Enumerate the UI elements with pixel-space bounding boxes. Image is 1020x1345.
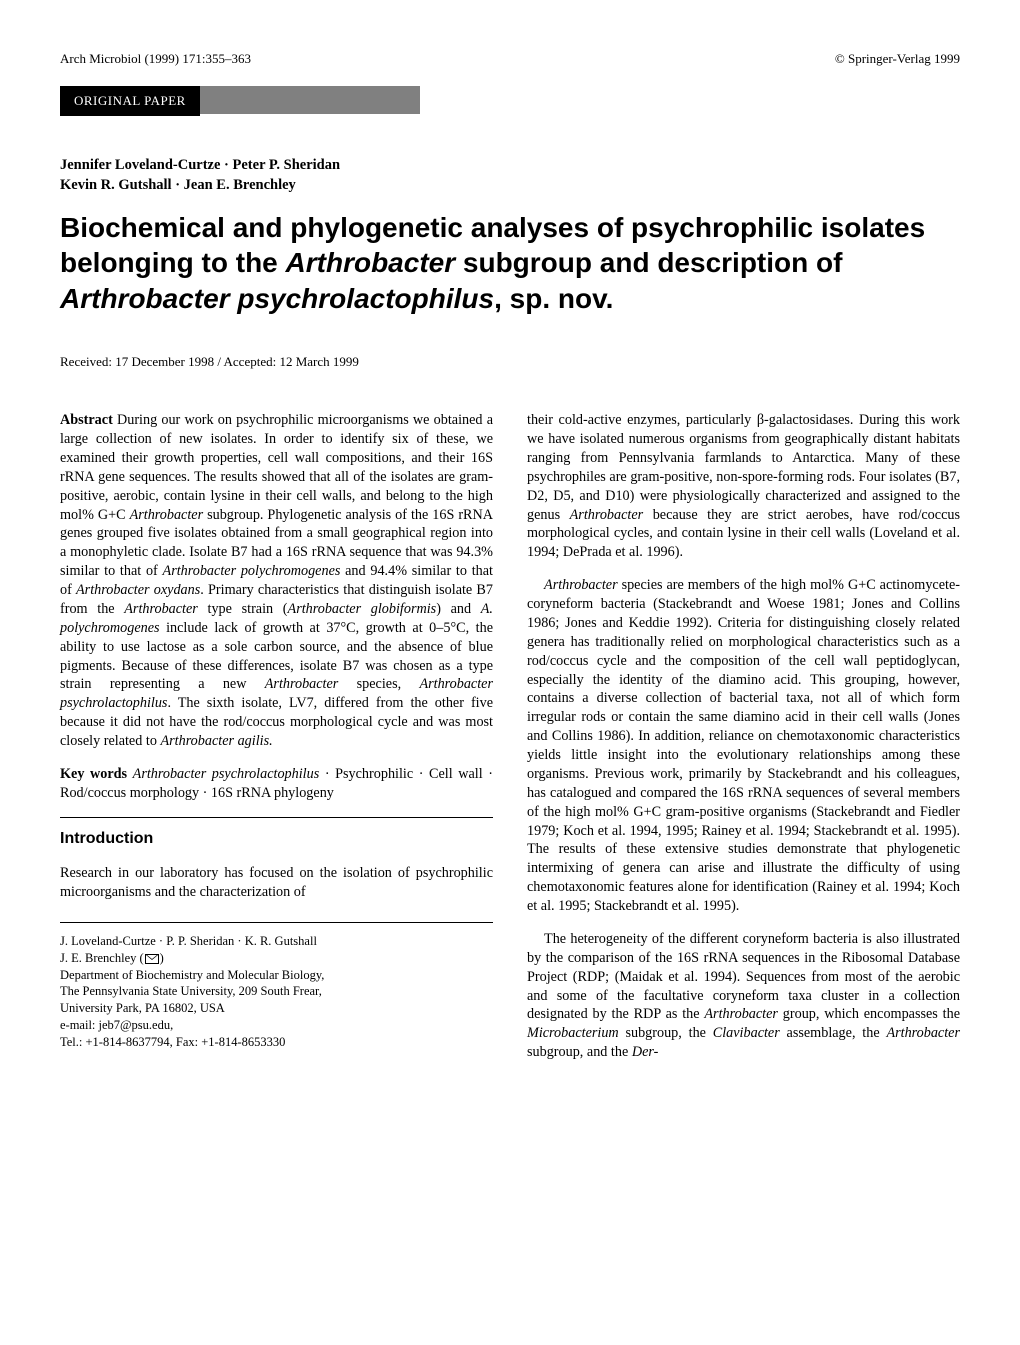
footnote-line-3: Department of Biochemistry and Molecular… <box>60 967 493 984</box>
journal-header: Arch Microbiol (1999) 171:355–363 © Spri… <box>60 50 960 68</box>
two-column-layout: Abstract During our work on psychrophili… <box>60 411 960 1076</box>
section-label: ORIGINAL PAPER <box>60 86 200 116</box>
authors-line-1: Jennifer Loveland-Curtze · Peter P. Sher… <box>60 156 960 176</box>
keywords-paragraph: Key words Arthrobacter psychrolactophilu… <box>60 765 493 803</box>
right-paragraph-3: The heterogeneity of the different coryn… <box>527 930 960 1062</box>
left-column: Abstract During our work on psychrophili… <box>60 411 493 1076</box>
right-paragraph-2: Arthrobacter species are members of the … <box>527 576 960 916</box>
footnote-line-4: The Pennsylvania State University, 209 S… <box>60 983 493 1000</box>
envelope-icon <box>145 954 159 964</box>
authors: Jennifer Loveland-Curtze · Peter P. Sher… <box>60 156 960 195</box>
section-label-row: ORIGINAL PAPER <box>60 86 960 116</box>
author-footnote: J. Loveland-Curtze · P. P. Sheridan · K.… <box>60 922 493 1051</box>
journal-ref: Arch Microbiol (1999) 171:355–363 <box>60 50 251 68</box>
right-column: their cold-active enzymes, particularly … <box>527 411 960 1076</box>
paper-title: Biochemical and phylogenetic analyses of… <box>60 210 960 317</box>
footnote-line-5: University Park, PA 16802, USA <box>60 1000 493 1017</box>
authors-line-2: Kevin R. Gutshall · Jean E. Brenchley <box>60 176 960 196</box>
received-accepted: Received: 17 December 1998 / Accepted: 1… <box>60 353 960 371</box>
footnote-line-7: Tel.: +1-814-8637794, Fax: +1-814-865333… <box>60 1034 493 1051</box>
intro-left-paragraph: Research in our laboratory has focused o… <box>60 864 493 902</box>
keywords-label: Key words <box>60 766 127 782</box>
right-paragraph-1: their cold-active enzymes, particularly … <box>527 411 960 562</box>
section-label-trail <box>200 86 420 114</box>
copyright: © Springer-Verlag 1999 <box>835 50 960 68</box>
footnote-line-2: J. E. Brenchley () <box>60 950 493 967</box>
footnote-line-6: e-mail: jeb7@psu.edu, <box>60 1017 493 1034</box>
introduction-heading: Introduction <box>60 817 493 850</box>
footnote-line-1: J. Loveland-Curtze · P. P. Sheridan · K.… <box>60 933 493 950</box>
abstract-label: Abstract <box>60 412 113 428</box>
abstract-paragraph: Abstract During our work on psychrophili… <box>60 411 493 751</box>
